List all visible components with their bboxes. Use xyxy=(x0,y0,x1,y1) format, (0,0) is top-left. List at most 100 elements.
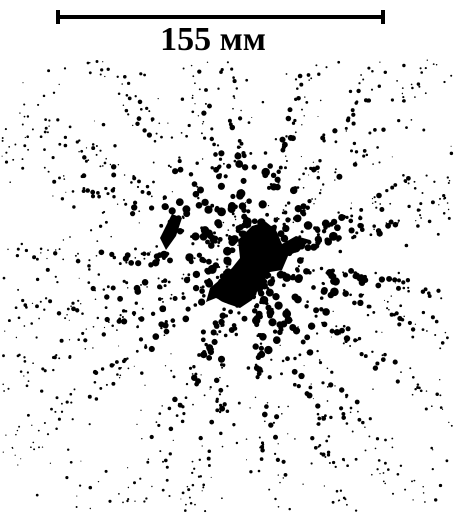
droplet xyxy=(286,160,288,162)
droplet xyxy=(259,301,263,305)
droplet xyxy=(186,383,188,385)
droplet xyxy=(332,128,337,133)
droplet xyxy=(234,215,236,217)
droplet xyxy=(155,245,158,248)
droplet xyxy=(196,202,203,209)
droplet xyxy=(419,214,421,216)
droplet xyxy=(368,305,372,309)
droplet xyxy=(133,314,135,316)
droplet xyxy=(182,492,185,495)
droplet xyxy=(195,161,198,164)
droplet xyxy=(322,282,325,285)
droplet xyxy=(309,167,312,170)
droplet xyxy=(267,163,273,169)
droplet xyxy=(151,486,152,487)
droplet xyxy=(220,409,222,411)
droplet xyxy=(278,474,279,475)
droplet xyxy=(379,207,384,212)
droplet xyxy=(285,135,287,137)
droplet xyxy=(201,374,202,375)
droplet xyxy=(311,198,313,200)
droplet xyxy=(201,110,206,115)
droplet xyxy=(247,366,251,370)
droplet xyxy=(125,310,128,313)
droplet xyxy=(311,462,313,464)
droplet xyxy=(249,470,252,473)
droplet xyxy=(14,144,16,146)
droplet xyxy=(170,297,172,299)
droplet xyxy=(307,73,311,77)
droplet xyxy=(253,343,259,349)
droplet xyxy=(83,338,87,342)
droplet xyxy=(336,174,342,180)
droplet xyxy=(334,179,335,180)
droplet xyxy=(164,205,169,210)
droplet xyxy=(274,453,276,455)
droplet xyxy=(167,204,168,205)
droplet xyxy=(178,403,183,408)
droplet xyxy=(376,146,379,149)
droplet xyxy=(235,333,238,336)
droplet xyxy=(404,489,406,491)
droplet xyxy=(375,207,377,209)
droplet xyxy=(139,222,140,223)
droplet xyxy=(402,96,404,98)
droplet xyxy=(439,379,440,380)
droplet xyxy=(355,150,358,153)
droplet xyxy=(352,122,356,126)
droplet xyxy=(351,203,352,204)
droplet xyxy=(293,222,295,224)
droplet xyxy=(194,82,196,84)
droplet xyxy=(70,402,72,404)
droplet xyxy=(402,64,405,67)
droplet xyxy=(164,284,167,287)
droplet xyxy=(221,497,223,499)
droplet xyxy=(105,221,108,224)
droplet xyxy=(62,259,64,261)
droplet xyxy=(94,121,95,122)
droplet xyxy=(375,361,379,365)
droplet xyxy=(301,124,302,125)
droplet xyxy=(147,252,151,256)
droplet xyxy=(81,312,84,315)
droplet xyxy=(264,404,269,409)
droplet xyxy=(273,336,281,344)
droplet xyxy=(241,222,247,228)
droplet xyxy=(297,384,301,388)
droplet xyxy=(373,229,375,231)
droplet xyxy=(329,462,331,464)
droplet xyxy=(330,287,339,296)
droplet xyxy=(32,442,34,444)
droplet xyxy=(273,329,277,333)
droplet xyxy=(234,160,237,163)
droplet xyxy=(168,495,170,497)
droplet xyxy=(406,278,410,282)
droplet xyxy=(367,98,371,102)
droplet xyxy=(24,325,26,327)
droplet xyxy=(249,152,252,155)
droplet xyxy=(182,316,189,323)
droplet xyxy=(70,305,72,307)
droplet xyxy=(414,181,416,183)
droplet xyxy=(145,107,148,110)
droplet xyxy=(364,427,365,428)
droplet xyxy=(124,203,127,206)
droplet xyxy=(126,500,128,502)
droplet xyxy=(222,363,225,366)
droplet xyxy=(48,125,49,126)
droplet xyxy=(105,306,108,309)
droplet xyxy=(91,146,95,150)
droplet xyxy=(22,123,24,125)
droplet xyxy=(422,328,425,331)
droplet xyxy=(63,175,65,177)
droplet xyxy=(423,492,425,494)
droplet xyxy=(107,68,110,71)
droplet xyxy=(88,395,92,399)
droplet xyxy=(287,433,288,434)
droplet xyxy=(357,411,359,413)
droplet xyxy=(100,68,103,71)
droplet xyxy=(56,396,59,399)
droplet xyxy=(362,421,365,424)
droplet xyxy=(337,61,340,64)
droplet xyxy=(27,115,29,117)
